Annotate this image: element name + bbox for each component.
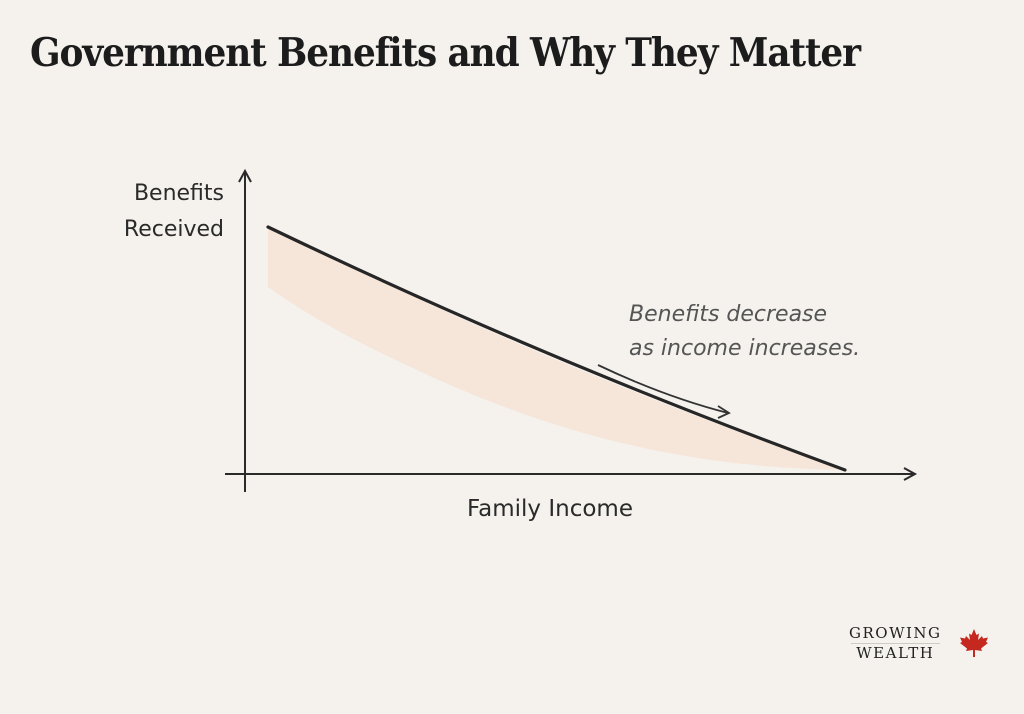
annotation-arrow [597, 364, 729, 414]
brand-line2: WEALTH [856, 644, 935, 662]
y-axis-label-line2: Received [123, 217, 224, 242]
y-axis-label: Benefits Received [100, 176, 224, 248]
page-title: Government Benefits and Why They Matter [30, 30, 861, 76]
brand-divider [851, 643, 940, 644]
benefit-band [268, 228, 845, 470]
annotation-text: Benefits decrease as income increases. [629, 298, 860, 366]
annotation-arrowhead-icon [717, 405, 731, 419]
maple-leaf-icon [960, 629, 988, 657]
brand-logo: GROWING WEALTH [849, 624, 942, 663]
benefits-curve [266, 225, 847, 472]
annotation-line2: as income increases. [629, 336, 861, 361]
annotation-line1: Benefits decrease [629, 302, 828, 327]
x-axis-arrow-icon [903, 467, 918, 481]
y-axis-label-line1: Benefits [133, 181, 224, 206]
x-axis-label: Family Income [467, 496, 633, 522]
brand-line1: GROWING [849, 624, 942, 642]
y-axis-arrow-icon [238, 168, 252, 183]
